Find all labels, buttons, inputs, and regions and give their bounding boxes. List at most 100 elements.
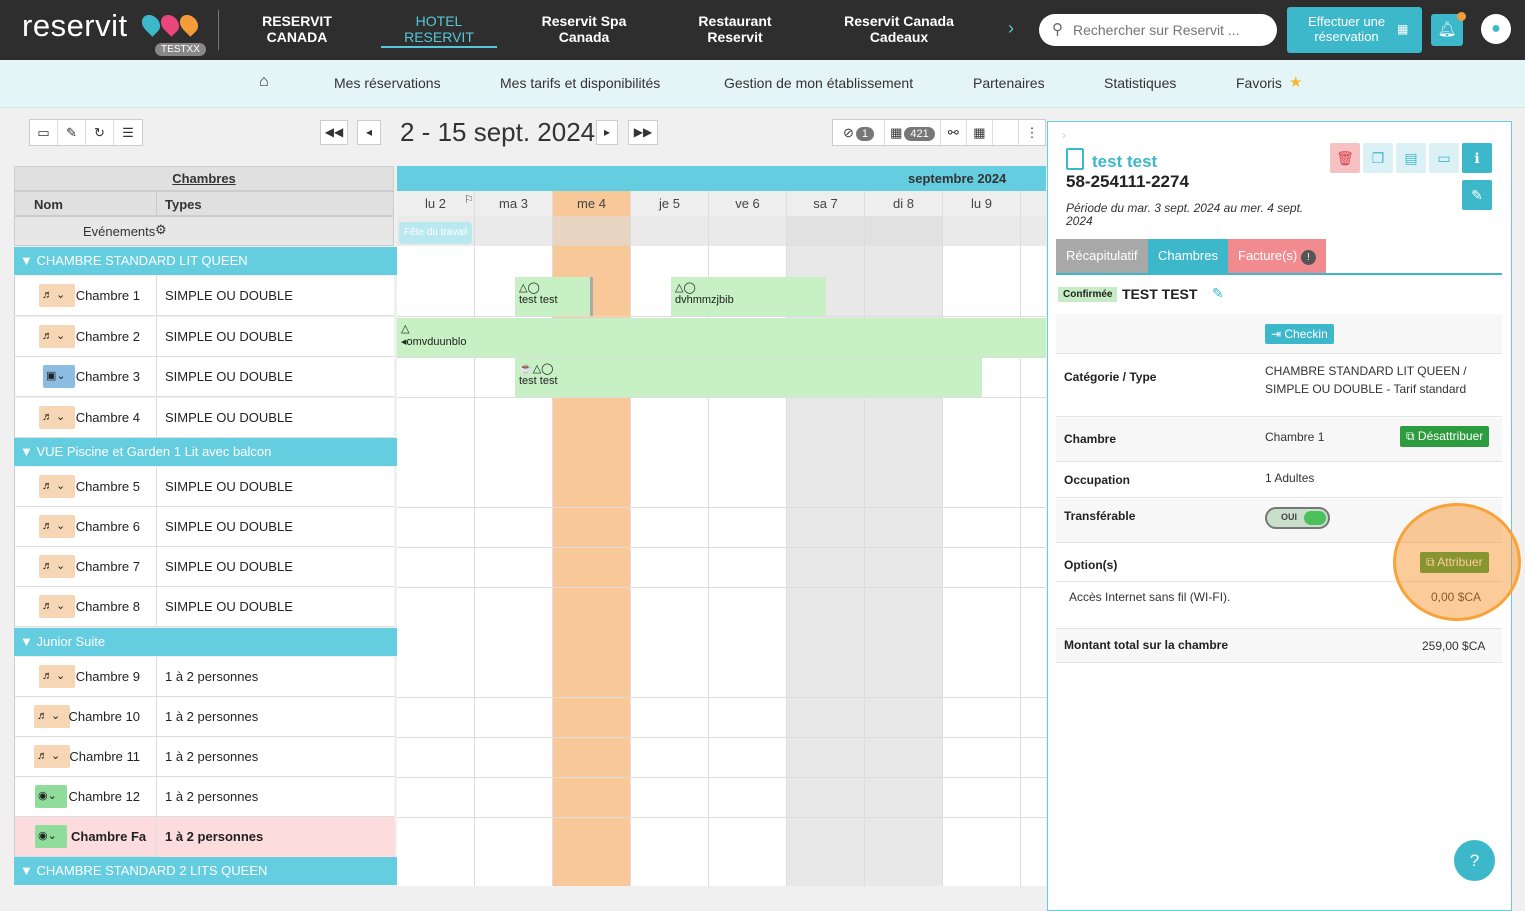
tab-underline [1056, 273, 1502, 275]
chevron-right-icon[interactable]: › [1008, 18, 1014, 38]
tab-invoices[interactable]: Facture(s) ! [1228, 239, 1326, 273]
room-row[interactable]: ♬ ⌄ Chambre 11 1 à 2 personnes [14, 737, 394, 777]
room-name: Chambre 2 [75, 329, 140, 344]
day-header: je 5 [631, 191, 709, 216]
settings-sliders-icon[interactable]: ☰ [122, 125, 134, 140]
delete-button[interactable]: 🗑︎ [1330, 143, 1360, 173]
topnav-reservit-canada[interactable]: RESERVIT CANADA [262, 13, 332, 45]
chevron-icon[interactable]: › [1062, 128, 1066, 142]
next-icon: ▸ [603, 125, 611, 139]
home-icon[interactable]: ⌂ [259, 73, 269, 90]
gear-icon[interactable]: ⚙ [155, 222, 167, 237]
room-status-dropdown[interactable]: ♬ ⌄ [39, 475, 75, 498]
tab-summary[interactable]: Récapitulatif [1056, 239, 1148, 273]
reservation-block[interactable]: △ ◂omvduunblo [397, 318, 1046, 357]
room-row[interactable]: ▣⌄ Chambre 3 SIMPLE OU DOUBLE [14, 357, 394, 397]
link-icon[interactable]: ⚯ [941, 120, 967, 145]
user-avatar[interactable]: ● [1481, 14, 1511, 44]
menu-establishment[interactable]: Gestion de mon établissement [724, 75, 914, 91]
menu-reservations[interactable]: Mes réservations [334, 75, 441, 91]
menu-rates[interactable]: Mes tarifs et disponibilités [500, 75, 661, 91]
room-status-dropdown[interactable]: ▣⌄ [43, 365, 75, 388]
reservation-block[interactable]: △◯ test test [515, 277, 593, 316]
more-icon[interactable]: ⋮ [1025, 125, 1039, 140]
room-status-dropdown[interactable]: ♬ ⌄ [39, 555, 75, 578]
topnav-restaurant[interactable]: Restaurant Reservit [698, 13, 772, 45]
guest-title[interactable]: test test [1092, 152, 1158, 171]
search-input[interactable] [1039, 14, 1277, 46]
room-status-dropdown[interactable]: ♬ ⌄ [39, 284, 75, 307]
logo[interactable]: reservit [22, 8, 128, 43]
prev-button[interactable]: ◂ [357, 120, 381, 145]
room-row[interactable]: ♬ ⌄ Chambre 5 SIMPLE OU DOUBLE [14, 467, 394, 507]
day-header: lu 2 [397, 191, 475, 216]
topnav-cadeaux[interactable]: Reservit Canada Cadeaux [844, 13, 954, 45]
day-column [709, 216, 787, 886]
edit-button[interactable]: ✎ [1462, 180, 1492, 210]
copy-button[interactable]: ❐ [1363, 143, 1393, 173]
reservation-block[interactable]: ☕△◯ test test [515, 358, 982, 397]
room-status-dropdown[interactable]: ♬ ⌄ [39, 515, 75, 538]
transferable-toggle[interactable]: OUI [1265, 507, 1330, 529]
forward-button[interactable]: ▶▶ [628, 120, 658, 145]
room-row[interactable]: ♬ ⌄ Chambre 7 SIMPLE OU DOUBLE [14, 547, 394, 587]
card-button[interactable]: ▭ [1429, 143, 1459, 173]
checkin-button[interactable]: ⇥ Checkin [1265, 324, 1334, 344]
reservation-block[interactable]: △◯ dvhmmzjbib [671, 277, 826, 316]
room-status-dropdown[interactable]: ♬ ⌄ [34, 745, 70, 768]
room-type: SIMPLE OU DOUBLE [156, 317, 395, 357]
edit-icon: ✎ [1471, 187, 1483, 203]
reservation-count-button[interactable]: ▦ 421 [885, 120, 941, 145]
room-name: Chambre Fant [71, 829, 147, 844]
room-name: Chambre 9 [75, 669, 140, 684]
hidden-filter-button[interactable]: ⊘ 1 [833, 120, 886, 145]
menu-partners[interactable]: Partenaires [973, 75, 1045, 91]
checkin-row: ⇥ Checkin [1056, 314, 1502, 354]
document-button[interactable]: ▤ [1396, 143, 1426, 173]
room-row[interactable]: ♬ ⌄ Chambre 4 SIMPLE OU DOUBLE [14, 398, 394, 438]
rewind-button[interactable]: ◀◀ [320, 120, 348, 145]
bell-status-icon: △ [401, 323, 410, 335]
room-status-dropdown[interactable]: ♬ ⌄ [39, 665, 75, 688]
room-row[interactable]: ♬ ⌄ Chambre 10 1 à 2 personnes [14, 697, 394, 737]
room-status-dropdown[interactable]: ◉⌄ [35, 785, 67, 808]
room-status-dropdown[interactable]: ♬ ⌄ [39, 325, 75, 348]
room-row[interactable]: ♬ ⌄ Chambre 9 1 à 2 personnes [14, 657, 394, 697]
room-status-dropdown[interactable]: ◉⌄ [35, 825, 67, 848]
divider [218, 10, 219, 50]
topnav-hotel-reservit[interactable]: HOTEL RESERVIT [381, 13, 497, 48]
columns-header: Nom Types [14, 191, 394, 216]
calendar-icon[interactable]: ▭ [30, 120, 58, 145]
room-row[interactable]: ◉⌄ Chambre 12 1 à 2 personnes [14, 777, 394, 817]
room-row[interactable]: ◉⌄ Chambre Fant 1 à 2 personnes [14, 817, 395, 857]
room-row[interactable]: ♬ ⌄ Chambre 8 SIMPLE OU DOUBLE [14, 587, 394, 627]
edit-name-icon[interactable]: ✎ [1212, 285, 1224, 301]
new-booking-button[interactable]: Effectuer une réservation [1287, 7, 1422, 53]
room-row[interactable]: ♬ ⌄ Chambre 2 SIMPLE OU DOUBLE [14, 317, 394, 357]
room-status-dropdown[interactable]: ♬ ⌄ [39, 595, 75, 618]
menu-favorites[interactable]: Favoris [1236, 75, 1282, 91]
menu-statistics[interactable]: Statistiques [1104, 75, 1177, 91]
col-types[interactable]: Types [156, 192, 202, 215]
room-type: SIMPLE OU DOUBLE [156, 507, 395, 547]
grid-calendar-icon[interactable]: ▦ [967, 120, 993, 145]
triangle-down-icon: ▼ [20, 253, 37, 268]
refresh-icon[interactable]: ↻ [86, 120, 114, 145]
topnav-spa[interactable]: Reservit Spa Canada [541, 13, 627, 45]
unassign-button[interactable]: ⧉ Désattribuer [1400, 426, 1490, 447]
info-button[interactable]: ℹ [1462, 143, 1492, 173]
help-button[interactable]: ? [1454, 840, 1495, 881]
room-status-dropdown[interactable]: ♬ ⌄ [34, 705, 70, 728]
bookmark-icon[interactable]: ⚐ [464, 194, 474, 206]
rooms-header[interactable]: Chambres [14, 166, 394, 191]
edit-icon[interactable]: ✎ [58, 120, 86, 145]
col-name[interactable]: Nom [34, 197, 63, 212]
next-button[interactable]: ▸ [596, 120, 618, 145]
room-status-dropdown[interactable]: ♬ ⌄ [39, 406, 75, 429]
tab-rooms[interactable]: Chambres [1148, 239, 1228, 273]
blank-toolbar-slot[interactable] [993, 120, 1019, 145]
room-row[interactable]: ♬ ⌄ Chambre 1 SIMPLE OU DOUBLE [14, 276, 394, 316]
month-header: septembre 2024 [397, 166, 1046, 191]
room-row[interactable]: ♬ ⌄ Chambre 6 SIMPLE OU DOUBLE [14, 507, 394, 547]
event-chip[interactable]: Fête du travail [399, 222, 473, 244]
